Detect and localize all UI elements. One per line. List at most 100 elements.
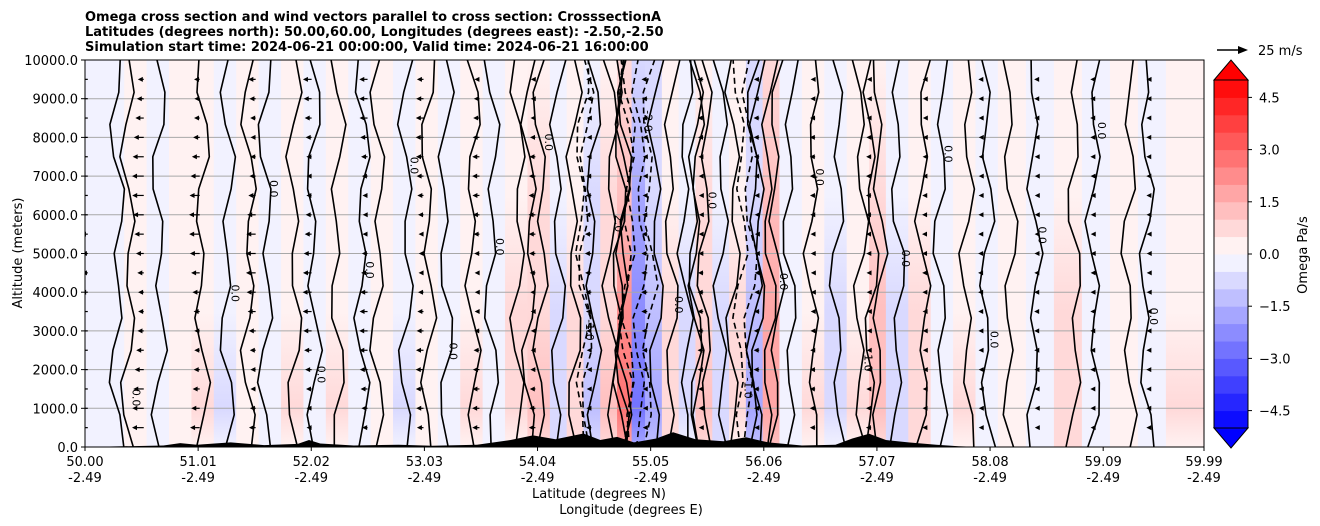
wind-vector-head [1090,134,1096,140]
colorbar-segment [1214,375,1248,394]
x-tick-label-latitude: 58.08 [971,455,1008,470]
wind-vector-head [753,76,759,82]
wind-vector-head [922,309,928,315]
wind-vector-head [585,270,591,276]
wind-vector-head [1034,347,1040,353]
contour-line [150,60,169,447]
colorbar-extend-max [1212,59,1250,81]
wind-vector-head [418,212,424,218]
wind-vector-head [418,231,424,237]
y-tick-label: 6000.0 [33,209,79,224]
x-axis-label-line-1: Latitude (degrees N) [532,487,666,502]
wind-vector-head [359,309,365,315]
wind-vector-head [586,96,592,102]
wind-vector-head [528,425,534,431]
wind-vector-head [922,328,928,334]
contour-line [419,60,438,447]
wind-vector-head [530,134,536,140]
wind-vector-head [250,134,256,140]
wind-vector-head [1090,173,1096,179]
wind-vector-head [472,154,478,160]
wind-vector-head [1146,173,1152,179]
wind-vector-head [530,328,536,334]
contour-label: 0.0 [706,192,719,210]
wind-vector-head [359,328,365,334]
wind-vector-head [528,231,534,237]
wind-vector-head [809,173,815,179]
wind-vector-head [866,251,872,256]
y-tick-label: 3000.0 [33,325,79,340]
wind-vector-head [754,212,760,218]
x-tick-label-latitude: 57.07 [858,455,895,470]
contour-line [578,60,595,447]
wind-vector-head [922,192,928,198]
wind-vector-head [472,386,478,392]
wind-vector-head [586,134,592,140]
wind-vector-head [362,425,368,431]
wind-vector-head [416,347,422,353]
wind-vector-head [809,134,815,140]
wind-vector-head [922,347,928,353]
wind-vector-head [810,231,816,237]
wind-vector-head [1146,192,1152,198]
wind-vector-head [1034,309,1040,315]
colorbar-segment [1214,167,1248,185]
wind-vector-head [1034,231,1040,237]
contour-line [1138,60,1156,447]
x-tick-label-longitude: -2.49 [747,471,781,486]
wind-vector-head [529,154,535,160]
wind-vector-head [1034,289,1040,295]
wind-vector-head [978,96,984,102]
contour-line [219,60,237,447]
wind-vector-head [697,309,703,315]
wind-vector-head [472,173,478,179]
wind-vector-head [586,173,592,179]
wind-vector-head [1090,154,1096,160]
wind-vector-head [641,251,647,256]
wind-vector-head [193,367,199,373]
wind-vector-head [698,386,704,392]
wind-vector-head [305,367,311,373]
wind-vector-head [698,251,704,256]
wind-vector-head [416,173,422,179]
wind-vector-head [866,405,872,411]
wind-vector-head [306,425,312,431]
wind-vector-head [1034,76,1040,82]
wind-vector-head [978,347,984,353]
wind-vector-head [810,328,816,334]
colorbar-segment [1214,323,1248,342]
contour-line [306,60,324,447]
colorbar-segment [1214,410,1248,429]
wind-vector-head [302,289,308,295]
wind-vector-head [585,192,591,198]
wind-vector-head [978,309,984,315]
wind-vector-head [306,154,312,160]
wind-vector-head [474,270,480,276]
wind-vector-head [306,173,312,179]
wind-vector-head [754,173,760,179]
wind-vector-head [810,347,816,353]
wind-vector-head [530,96,536,102]
wind-vector-head [1146,309,1152,315]
wind-vector-head [866,154,872,160]
wind-vector-head [978,270,984,276]
x-tick-label-latitude: 55.05 [632,455,669,470]
wind-vector-head [810,76,816,82]
wind-vector-head [418,251,424,256]
contour-line [851,60,870,447]
wind-vector-head [472,405,478,411]
contour-label: 0.0 [407,157,420,175]
contour-line [615,60,633,447]
wind-vector-head [1090,405,1096,411]
wind-vector-head [249,96,255,102]
wind-vector-head [362,212,368,218]
omega-contours [108,60,1156,447]
wind-vector-head [415,134,421,140]
x-axis-label-line-2: Longitude (degrees E) [559,503,703,518]
wind-vector-head [753,328,759,334]
wind-vector-head [359,96,365,102]
contour-line [978,60,997,447]
contour-line [285,60,303,447]
wind-vector-head [641,309,647,315]
wind-vector-head [1146,328,1152,334]
